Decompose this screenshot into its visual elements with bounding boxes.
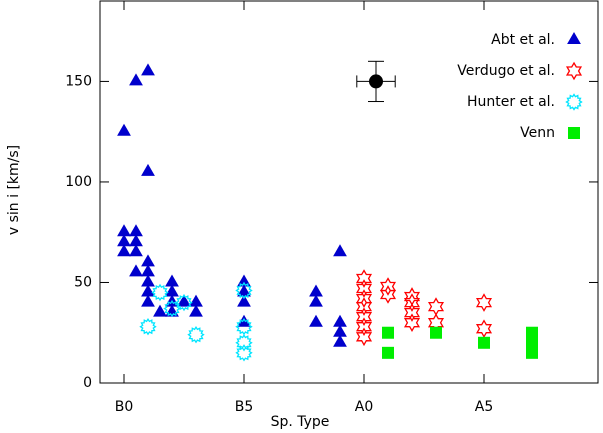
triangle-marker [333, 244, 347, 257]
x-tick-label: A5 [475, 399, 493, 415]
star-marker [235, 344, 253, 362]
y-axis-label: v sin i [km/s] [6, 145, 22, 235]
square-marker [478, 336, 490, 349]
triangle-marker [141, 63, 155, 76]
legend-marker [565, 61, 583, 81]
x-tick-label: B0 [115, 399, 134, 415]
legend-label: Hunter et al. [467, 94, 555, 110]
star-marker [235, 281, 253, 300]
triangle-marker [141, 294, 155, 307]
star-marker [139, 317, 157, 336]
legend-marker [567, 32, 581, 44]
star-marker [355, 297, 373, 316]
triangle-marker [189, 304, 203, 317]
triangle-marker [237, 294, 251, 307]
square-marker [526, 346, 538, 359]
square-marker [382, 346, 394, 359]
star-marker [355, 317, 373, 337]
triangle-marker [117, 244, 131, 257]
triangle-marker [117, 224, 131, 237]
legend-marker [565, 93, 583, 111]
star-marker [403, 303, 421, 322]
x-tick-label: A0 [355, 399, 373, 415]
x-axis-label: Sp. Type [271, 414, 330, 430]
legend-label: Abt et al. [491, 32, 555, 48]
triangle-marker [141, 284, 155, 297]
star-marker [355, 289, 373, 308]
star-marker [355, 307, 373, 327]
triangle-marker [141, 163, 155, 176]
triangle-marker [165, 274, 179, 287]
triangle-marker [177, 294, 191, 307]
square-marker [526, 326, 538, 339]
triangle-marker [189, 294, 203, 307]
triangle-marker [141, 264, 155, 277]
triangle-marker [237, 314, 251, 327]
triangle-marker [333, 334, 347, 347]
star-marker [235, 334, 253, 352]
triangle-marker [117, 123, 131, 136]
triangle-marker [333, 314, 347, 327]
star-marker [427, 297, 445, 316]
triangle-marker [141, 254, 155, 267]
star-marker [355, 279, 373, 298]
plot-frame [99, 0, 599, 384]
x-tick-label: B5 [235, 399, 254, 415]
triangle-marker [333, 324, 347, 337]
triangle-marker [153, 304, 167, 317]
error-point [369, 74, 383, 89]
y-tick-label: 50 [74, 274, 92, 290]
star-marker [175, 293, 193, 312]
legend-label: Venn [520, 125, 555, 141]
star-marker [403, 293, 421, 312]
triangle-marker [309, 284, 323, 297]
triangle-marker [129, 73, 143, 86]
triangle-marker [309, 314, 323, 327]
triangle-marker [129, 234, 143, 247]
y-tick-label: 150 [65, 73, 92, 89]
star-marker [379, 285, 397, 304]
triangle-marker [165, 284, 179, 297]
triangle-marker [117, 234, 131, 247]
triangle-marker [237, 284, 251, 297]
y-tick-label: 100 [65, 174, 92, 190]
triangle-marker [129, 264, 143, 277]
square-marker [382, 326, 394, 339]
triangle-marker [129, 224, 143, 237]
star-marker [403, 313, 421, 333]
legend-label: Verdugo et al. [457, 63, 555, 79]
triangle-marker [141, 274, 155, 287]
triangle-marker [129, 244, 143, 257]
star-marker [151, 283, 169, 302]
square-marker [430, 326, 442, 339]
star-marker [379, 277, 397, 296]
star-marker [475, 319, 493, 339]
star-marker [187, 325, 205, 344]
y-tick-label: 0 [83, 375, 92, 391]
star-marker [355, 327, 373, 347]
star-marker [355, 269, 373, 288]
square-marker [526, 336, 538, 349]
star-marker [475, 293, 493, 312]
triangle-marker [309, 294, 323, 307]
legend-marker [568, 127, 580, 139]
